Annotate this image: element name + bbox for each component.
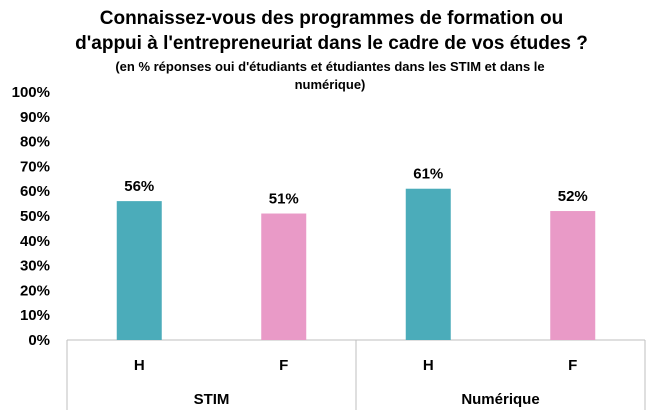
bar xyxy=(116,201,162,340)
y-tick-label: 70% xyxy=(20,158,50,175)
data-label: 61% xyxy=(413,166,443,183)
y-tick-label: 60% xyxy=(20,183,50,200)
category-label: H xyxy=(423,357,434,374)
y-tick-label: 10% xyxy=(20,307,50,324)
y-tick-label: 20% xyxy=(20,282,50,299)
category-label: F xyxy=(279,357,288,374)
chart-title: Connaissez-vous des programmes de format… xyxy=(0,6,663,56)
y-tick-label: 80% xyxy=(20,134,50,151)
bar xyxy=(550,211,596,340)
chart-title-line-1: Connaissez-vous des programmes de format… xyxy=(99,8,564,29)
chart-title-line-2: d'appui à l'entrepreneuriat dans le cadr… xyxy=(75,33,588,54)
group-label: Numérique xyxy=(461,391,539,408)
y-tick-label: 0% xyxy=(28,332,50,349)
group-label: STIM xyxy=(194,391,230,408)
data-label: 52% xyxy=(558,188,588,205)
bar xyxy=(405,188,451,340)
y-tick-label: 100% xyxy=(12,84,50,101)
chart-subtitle: (en % réponses oui d'étudiants et étudia… xyxy=(115,59,545,92)
data-label: 51% xyxy=(269,191,299,208)
bar xyxy=(261,213,307,340)
y-tick-label: 50% xyxy=(20,208,50,225)
y-tick-label: 30% xyxy=(20,258,50,275)
y-tick-label: 90% xyxy=(20,109,50,126)
category-label: H xyxy=(134,357,145,374)
category-label: F xyxy=(568,357,577,374)
y-tick-label: 40% xyxy=(20,233,50,250)
data-label: 56% xyxy=(124,178,154,195)
